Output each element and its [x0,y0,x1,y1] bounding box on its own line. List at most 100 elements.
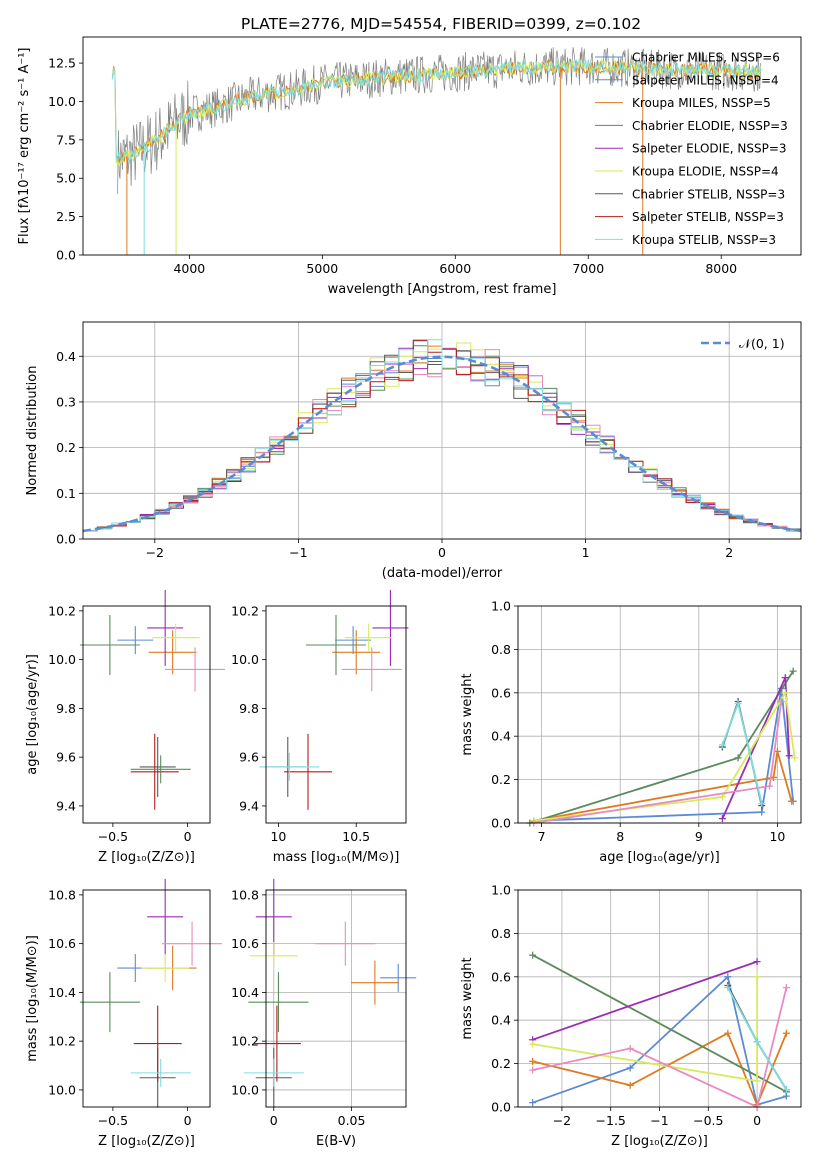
mass-weight-marker [785,752,793,760]
axes-frame [517,889,802,1108]
mass-weight-marker [789,667,797,675]
x-tick-label: −1 [289,545,307,560]
histogram-step-line [83,339,801,532]
x-tick-label: 9 [695,829,703,844]
mass-weight-marker [718,793,726,801]
x-axis-label: mass [log₁₀(M/M⊙)] [273,850,400,865]
mass-weight-marker [753,958,761,966]
y-tick-label: 10.4 [231,985,259,1000]
y-tick-label: 9.8 [239,701,259,716]
y-tick-label: 10.6 [231,936,259,951]
x-axis-label: Z [log₁₀(Z/Z⊙)] [611,1134,708,1149]
legend-label: Chabrier ELODIE, NSSP=3 [632,119,788,133]
y-tick-label: 0.8 [491,642,511,657]
mass-weight-marker [724,984,732,992]
mass-weight-marker [782,1029,790,1037]
x-tick-label: 0 [184,1113,192,1128]
panel-2: −2 −1 0 1 2 0.0 0.1 0.2 0.3 0.4 (data-model)/error… [25,322,802,581]
y-tick-label: 7.5 [56,132,76,147]
y-tick-label: 0.1 [56,486,76,501]
x-axis-label: (data-model)/error [382,566,503,581]
x-axis-label: Z [log₁₀(Z/Z⊙)] [98,1134,195,1149]
x-tick-label: −0.5 [98,829,128,844]
y-tick-label: 12.5 [48,56,76,71]
mass-weight-line [533,690,796,822]
mass-weight-line [533,688,794,822]
axes-frame [82,321,802,540]
axes-frame [265,605,407,824]
y-tick-label: 10.0 [231,652,259,667]
mass-weight-marker [753,973,761,981]
y-tick-label: 10.6 [48,936,76,951]
mass-weight-marker [734,700,742,708]
x-tick-label: 1 [582,545,590,560]
normal-distribution-line [82,355,802,533]
mass-weight-marker [718,741,726,749]
spectrum-data-line [117,47,761,194]
x-axis-label: age [log₁₀(age/yr)] [599,850,720,865]
y-tick-label: 10.2 [231,1034,259,1049]
x-tick-label: −1.5 [596,1113,626,1128]
mass-weight-marker [626,1081,634,1089]
mass-weight-marker [781,689,789,697]
x-tick-label: 0 [270,1113,278,1128]
x-axis-label: E(B-V) [316,1134,356,1149]
y-tick-label: 10.2 [231,603,259,618]
y-tick-label: 0.2 [491,1056,511,1071]
mass-weight-marker [781,674,789,682]
x-axis-label: Z [log₁₀(Z/Z⊙)] [98,850,195,865]
y-tick-label: 0.0 [491,816,511,831]
x-tick-label: 10.5 [342,829,370,844]
x-tick-label: 2 [725,545,733,560]
mass-weight-marker [753,1038,761,1046]
y-tick-label: 0.3 [56,394,76,409]
y-tick-label: 1.0 [491,599,511,614]
panel-7: 0 0.05 10.0 10.2 10.4 10.6 10.8 E(B-V) [231,878,417,1149]
y-axis-label: mass weight [460,673,475,755]
mass-weight-marker [777,697,785,705]
y-tick-label: 2.5 [56,209,76,224]
y-tick-label: 9.6 [56,750,76,765]
mass-weight-marker [626,1044,634,1052]
panel-5: 7 8 9 10 0.0 0.2 0.4 0.6 0.8 1.0 age [log₁₀(age/yr… [460,599,801,865]
mass-weight-marker [766,782,774,790]
y-tick-label: 0.0 [56,532,76,547]
legend-label: 𝒩(0, 1) [739,336,785,351]
y-axis-label: mass [log₁₀(M/M⊙)] [25,935,40,1062]
mass-weight-marker [791,754,799,762]
y-tick-label: 9.6 [239,750,259,765]
x-tick-label: −0.5 [98,1113,128,1128]
panels: 4000 5000 6000 7000 80000.02.55.07.510.012.5… [17,36,802,1149]
y-tick-label: 10.2 [48,603,76,618]
x-tick-label: 8 [616,829,624,844]
legend-label: Kroupa ELODIE, NSSP=4 [632,165,779,179]
legend-label: Kroupa MILES, NSSP=5 [632,96,771,110]
axes-frame [82,36,802,256]
y-tick-label: 10.0 [48,652,76,667]
mass-weight-line [533,751,793,822]
x-tick-label: 0 [184,829,192,844]
model-spectrum-line [111,59,762,165]
x-tick-label: 8000 [705,261,737,276]
y-tick-label: 0.6 [491,969,511,984]
axes-frame [265,889,407,1108]
mass-weight-marker [724,1029,732,1037]
y-tick-label: 0.6 [491,685,511,700]
y-tick-label: 0.0 [56,248,76,263]
x-tick-label: 10 [769,829,785,844]
mass-weight-marker [758,808,766,816]
x-tick-label: 7 [538,829,546,844]
x-tick-label: 0.05 [338,1113,366,1128]
axes-frame [82,889,211,1108]
y-tick-label: 10.2 [48,1034,76,1049]
y-tick-label: 0.4 [491,729,511,744]
x-tick-label: 5000 [306,261,338,276]
mass-weight-marker [529,1066,537,1074]
y-tick-label: 9.4 [56,798,76,813]
x-tick-label: 0 [753,1113,761,1128]
axes-frame [82,605,211,824]
y-tick-label: 10.0 [48,94,76,109]
y-tick-label: 10.8 [48,887,76,902]
mass-weight-marker [529,1040,537,1048]
mass-weight-line [532,954,787,1093]
